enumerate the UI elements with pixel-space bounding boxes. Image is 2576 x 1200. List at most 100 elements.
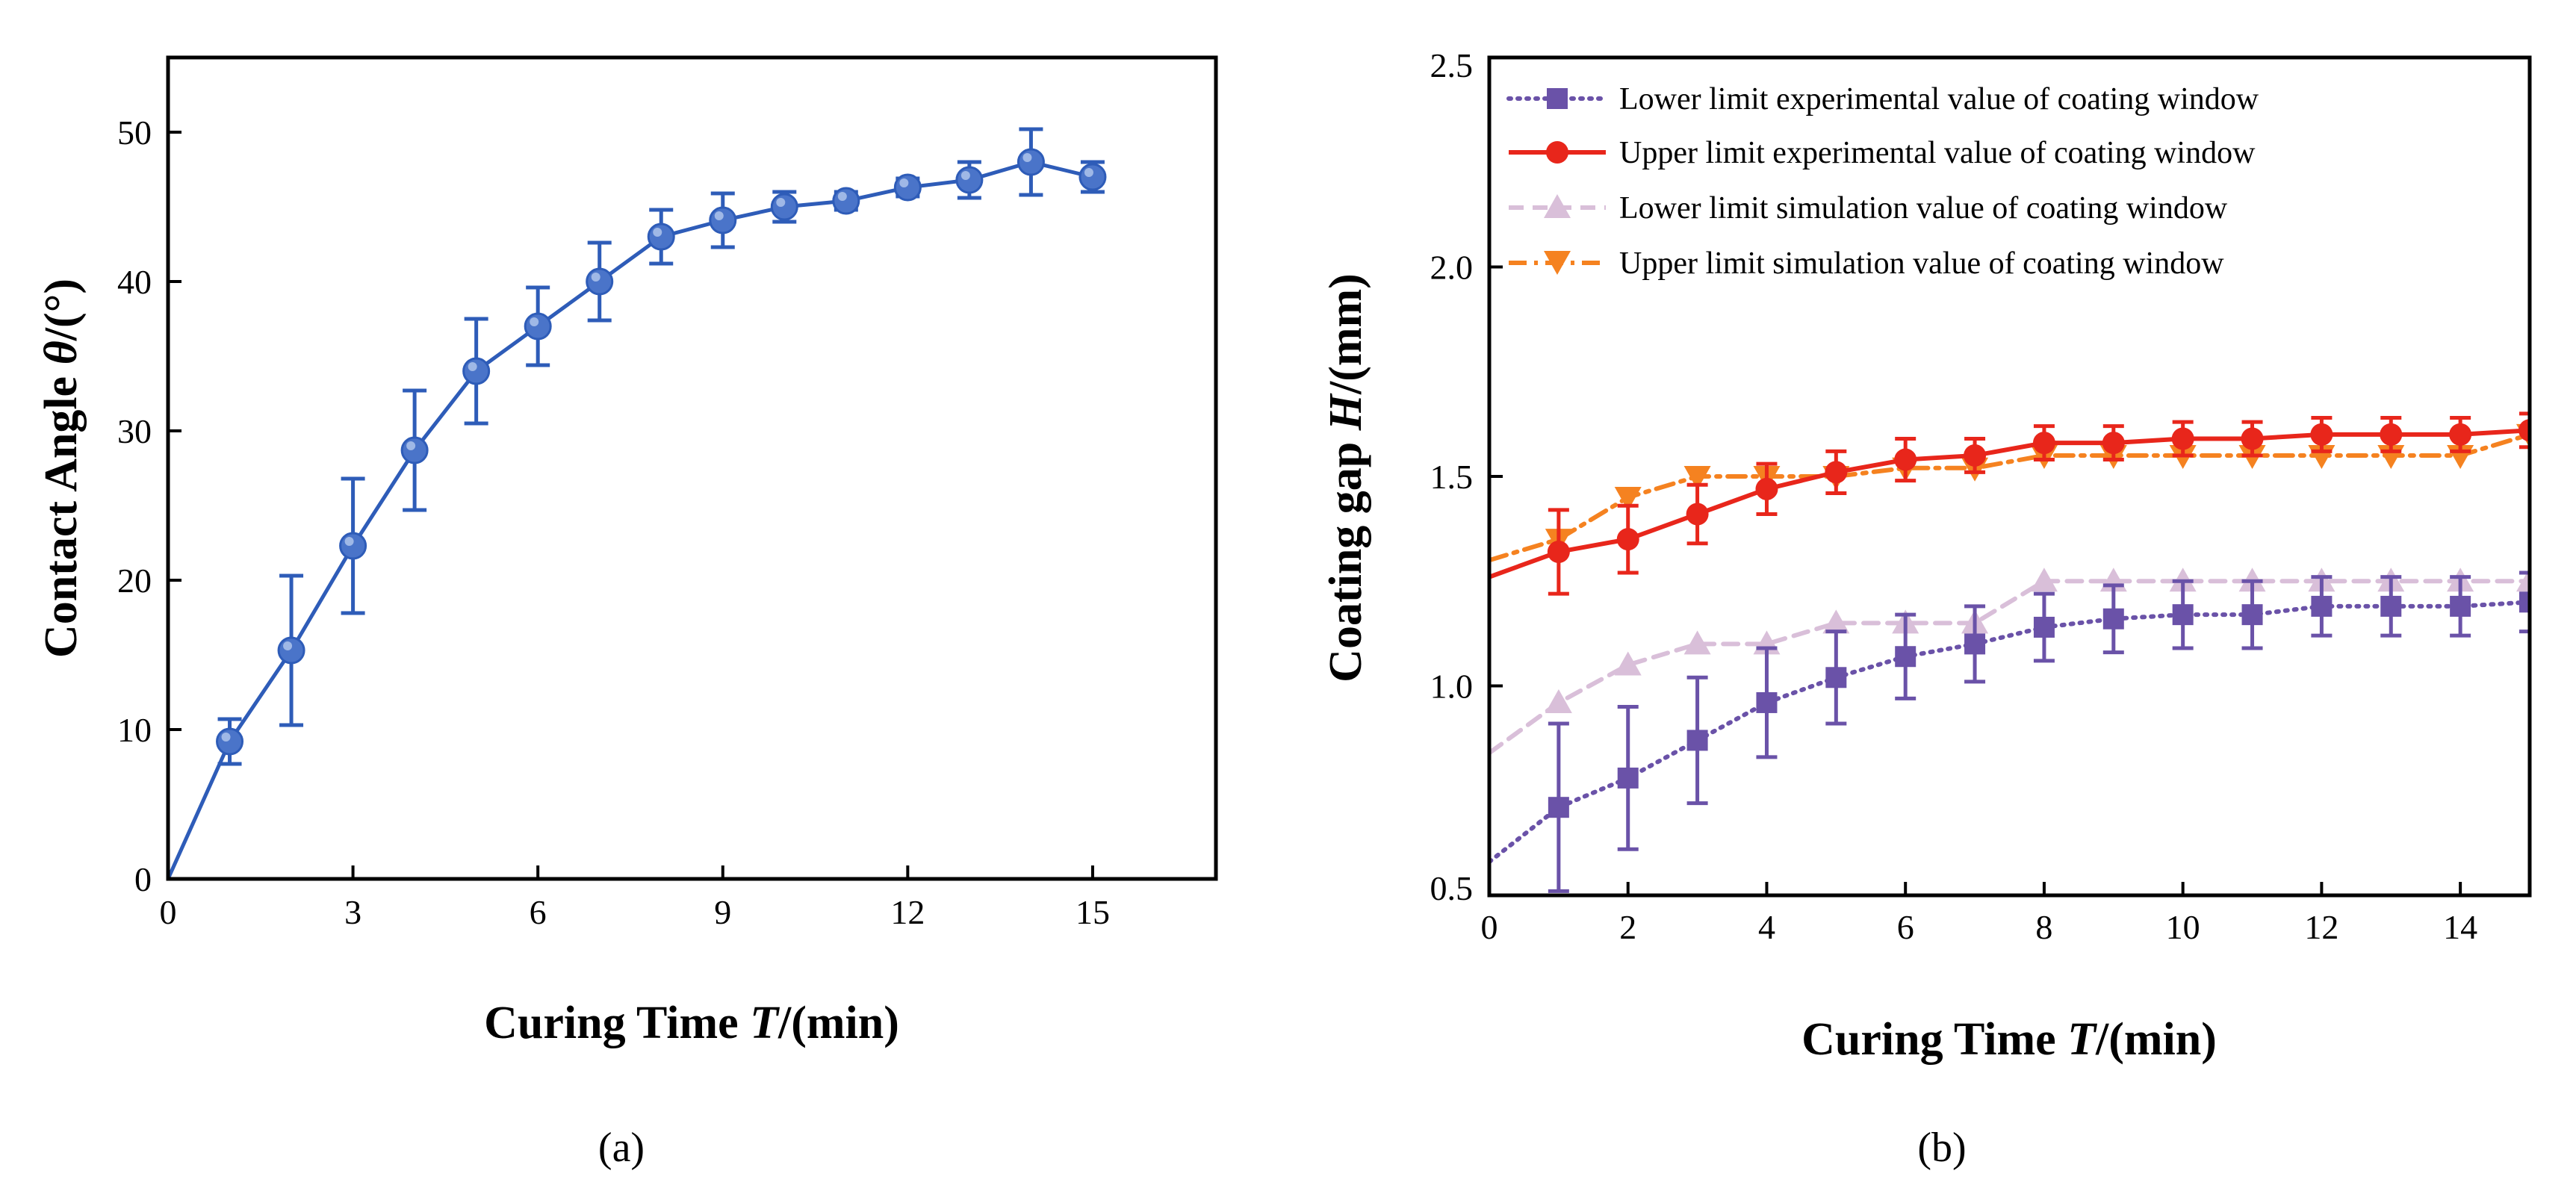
- data-point: [2032, 432, 2055, 455]
- data-point: [1548, 797, 1569, 818]
- data-point-highlight: [776, 198, 786, 207]
- y-tick-label: 0: [134, 860, 152, 898]
- legend-label-lower-exp: Lower limit experimental value of coatin…: [1619, 82, 2259, 116]
- y-tick-label: 2.0: [1430, 249, 1474, 287]
- panel-a-caption: (a): [598, 1125, 645, 1171]
- data-point: [2519, 591, 2530, 613]
- data-point: [1822, 609, 1850, 634]
- data-point: [2172, 604, 2194, 626]
- legend-label-lower-sim: Lower limit simulation value of coating …: [1619, 191, 2228, 226]
- legend-marker-square: [1547, 88, 1568, 109]
- panel-a-x-axis-label: Curing Time T/(min): [484, 998, 899, 1048]
- y-tick-label: 50: [117, 114, 152, 152]
- data-point: [2102, 608, 2124, 629]
- data-point: [1683, 466, 1711, 490]
- panel-b-chart: 0 2 4 6 8 10 12 14 0.5 1.0 1.5 2.0 2.5 Lower limit e…: [1320, 46, 2532, 1171]
- data-point: [709, 206, 737, 234]
- series-line: [1489, 432, 2530, 563]
- panel-a-frame: [166, 55, 1218, 881]
- series-line: [1489, 428, 2530, 579]
- data-point-highlight: [591, 273, 600, 282]
- legend-marker-triangle-up: [1544, 194, 1571, 218]
- y-tick-label: 0.5: [1430, 869, 1474, 907]
- x-tick-label: 0: [1481, 908, 1498, 946]
- panel-a-ticks: 0 3 6 9 12 15 0 10 20 30 40 50: [117, 114, 1110, 931]
- x-tick-label: 2: [1619, 908, 1636, 946]
- x-tick-label: 10: [2166, 908, 2200, 946]
- data-point: [1686, 730, 1708, 751]
- legend-label-upper-sim: Upper limit simulation value of coating …: [1619, 246, 2224, 281]
- x-tick-label: 4: [1758, 908, 1775, 946]
- data-point: [1755, 477, 1778, 500]
- data-point: [1894, 448, 1917, 471]
- data-point: [1825, 461, 1848, 484]
- data-point: [770, 193, 798, 221]
- data-point: [893, 173, 922, 202]
- data-point: [586, 267, 614, 296]
- legend-label-upper-exp: Upper limit experimental value of coatin…: [1619, 136, 2256, 170]
- data-point: [216, 727, 244, 756]
- data-point: [2380, 595, 2402, 617]
- data-point: [1683, 630, 1711, 655]
- series-line: [1489, 579, 2530, 756]
- data-point: [524, 312, 552, 341]
- x-tick-label: 6: [530, 893, 547, 931]
- panel-a-y-axis-label: Contact Angle θ/(°): [36, 279, 87, 658]
- y-tick-label: 1.0: [1430, 668, 1474, 706]
- panel-b-ticks: 0 2 4 6 8 10 12 14 0.5 1.0 1.5 2.0 2.5: [1430, 46, 2478, 946]
- x-tick-label: 15: [1076, 893, 1110, 931]
- data-point: [1617, 767, 1639, 789]
- data-point: [1686, 503, 1709, 526]
- series-line: [1489, 600, 2530, 865]
- data-point: [1964, 444, 1987, 467]
- legend-marker-circle: [1546, 141, 1568, 164]
- data-point: [1545, 688, 1572, 713]
- panel-b-legend: Lower limit experimental value of coatin…: [1506, 82, 2259, 281]
- data-point-highlight: [344, 537, 354, 546]
- y-tick-label: 10: [117, 711, 152, 749]
- legend-entry-upper-sim: Upper limit simulation value of coating …: [1509, 246, 2224, 281]
- data-point: [2449, 423, 2472, 446]
- data-point: [2518, 419, 2530, 442]
- x-tick-label: 12: [2304, 908, 2338, 946]
- data-point-highlight: [1084, 168, 1093, 177]
- data-point-highlight: [283, 641, 293, 650]
- data-point-highlight: [530, 317, 539, 326]
- data-point: [1825, 667, 1847, 688]
- data-point: [339, 532, 367, 560]
- data-point: [400, 436, 429, 464]
- data-point: [1895, 646, 1917, 668]
- panel-b-caption: (b): [1917, 1125, 1966, 1171]
- y-tick-label: 1.5: [1430, 458, 1474, 496]
- data-point-highlight: [899, 178, 909, 187]
- data-point: [1614, 651, 1642, 676]
- data-point: [955, 166, 984, 194]
- data-point: [832, 187, 860, 215]
- data-point: [1078, 163, 1107, 191]
- data-point: [1756, 691, 1778, 713]
- data-point: [462, 357, 491, 385]
- data-point: [1616, 528, 1639, 551]
- data-point-highlight: [221, 733, 231, 742]
- data-point: [2030, 568, 2058, 592]
- data-point-highlight: [653, 228, 662, 237]
- data-point: [2171, 427, 2194, 450]
- data-point: [2380, 423, 2403, 446]
- panel-b-marks: [1489, 411, 2530, 893]
- data-point: [2033, 616, 2055, 638]
- y-tick-label: 2.5: [1430, 46, 1474, 84]
- legend-entry-lower-sim: Lower limit simulation value of coating …: [1509, 191, 2228, 226]
- y-tick-label: 20: [117, 562, 152, 600]
- x-tick-label: 3: [344, 893, 361, 931]
- panel-a-marks: [166, 127, 1107, 880]
- data-point: [2310, 423, 2333, 446]
- data-point: [2241, 604, 2263, 626]
- data-point: [1017, 148, 1045, 176]
- x-tick-label: 6: [1897, 908, 1914, 946]
- panel-b-y-axis-label: Coating gap H/(mm): [1320, 273, 1371, 683]
- data-point: [277, 636, 305, 665]
- data-point: [2450, 595, 2471, 617]
- x-tick-label: 14: [2443, 908, 2477, 946]
- x-tick-label: 0: [160, 893, 177, 931]
